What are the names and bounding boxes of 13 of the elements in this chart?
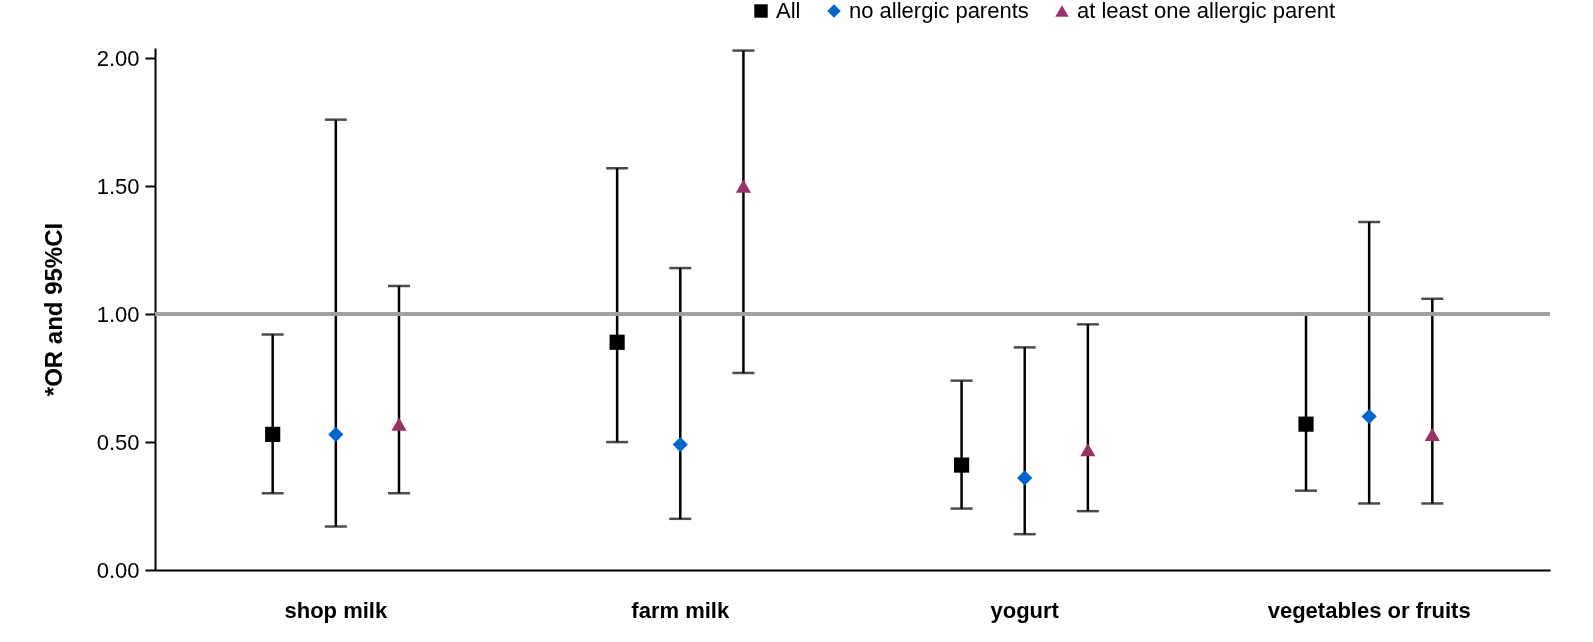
y-tick-label: 1.00 <box>96 301 140 327</box>
x-tick-label: farm milk <box>631 597 730 623</box>
y-axis-title: *OR and 95%CI <box>39 222 67 397</box>
x-tick-label: shop milk <box>284 597 388 623</box>
y-tick-label: 1.50 <box>96 173 140 199</box>
legend-label: no allergic parents <box>849 0 1029 23</box>
y-tick-label: 0.50 <box>96 429 140 455</box>
x-tick-label: yogurt <box>990 597 1060 623</box>
legend-label: at least one allergic parent <box>1077 0 1336 23</box>
y-tick-label: 2.00 <box>96 45 140 71</box>
legend-label: All <box>776 0 801 23</box>
x-tick-label: vegetables or fruits <box>1267 597 1471 623</box>
y-tick-label: 0.00 <box>96 557 140 583</box>
